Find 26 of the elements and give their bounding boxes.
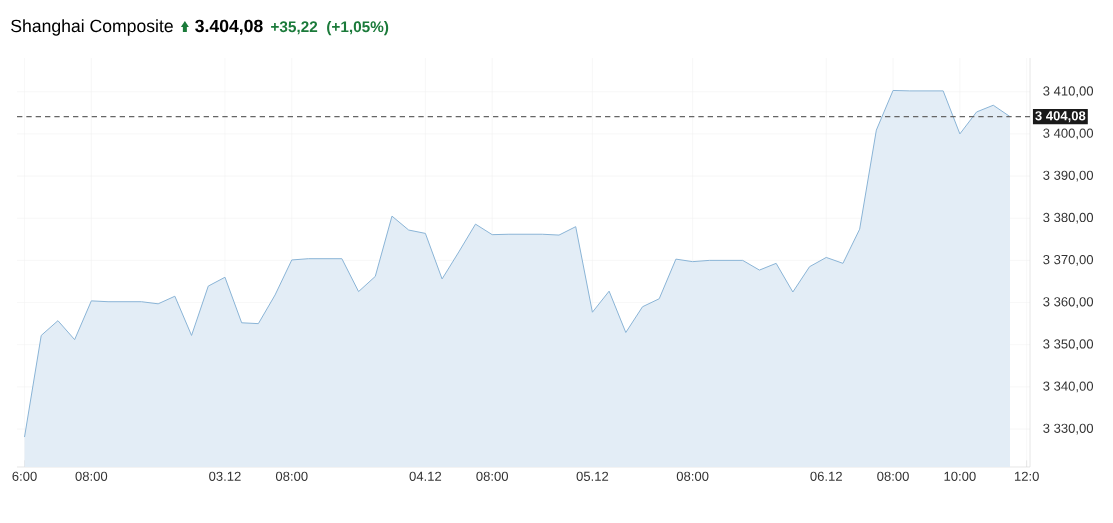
y-tick-label: 3 380,00 <box>1043 212 1094 224</box>
chart-title: Shanghai Composite <box>11 19 173 36</box>
y-tick-label: 3 340,00 <box>1043 381 1094 393</box>
text: 3.404,08 <box>195 19 263 35</box>
x-tick-label: 05.12 <box>576 471 609 481</box>
x-tick-label: 03.12 <box>209 471 241 481</box>
x-tick-label: 08:00 <box>75 471 108 481</box>
x-tick-label: 08:00 <box>476 471 509 481</box>
text: (+1,05%) <box>327 20 389 36</box>
text: +35,22 <box>271 21 318 35</box>
x-tick-label: 08:00 <box>877 471 909 481</box>
y-tick-label: 3 360,00 <box>1043 297 1094 308</box>
y-tick-label: 3 410,00 <box>1043 86 1094 98</box>
y-tick-label: 3 350,00 <box>1043 339 1094 351</box>
x-tick-label: 08:00 <box>676 471 709 481</box>
ref-line-label: 3 404,08 <box>1035 111 1086 123</box>
x-tick-label: 08:00 <box>275 471 308 481</box>
y-tick-label: 3 330,00 <box>1043 423 1094 435</box>
x-tick-label: 6:00 <box>12 471 37 481</box>
x-tick-label: 10:00 <box>944 471 976 481</box>
x-tick-label: 04.12 <box>409 471 442 481</box>
x-tick-label: 06.12 <box>810 471 842 481</box>
y-tick-label: 3 370,00 <box>1043 255 1094 266</box>
x-tick-label: 12:0 <box>1014 471 1039 481</box>
y-tick-label: 3 390,00 <box>1043 170 1094 182</box>
y-tick-label: 3 400,00 <box>1043 128 1094 140</box>
